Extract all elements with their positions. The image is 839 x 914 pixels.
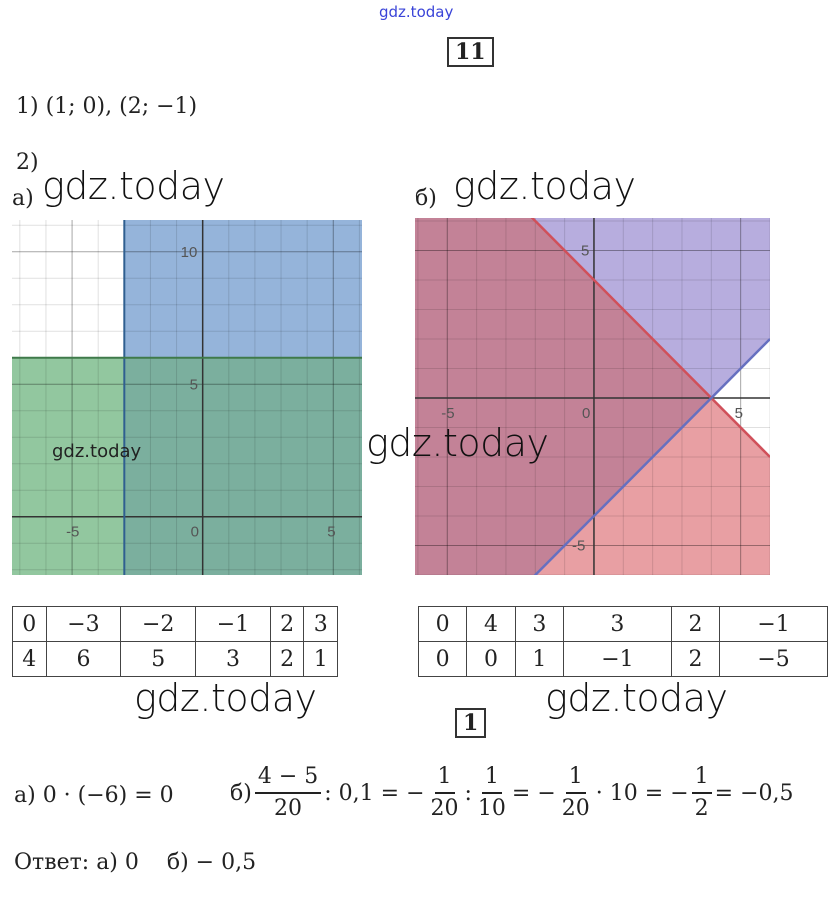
header-watermark: gdz.today [379, 3, 454, 21]
part2-label: 2) [16, 150, 39, 175]
cell: 0 [466, 641, 516, 677]
task1-b: б) 4 − 5 20 : 0,1 = − 1 20 : 1 10 = − 1 20 ·… [230, 762, 794, 824]
numerator: 1 [691, 762, 712, 794]
fraction: 1 20 [559, 762, 593, 824]
table-b: 0 4 3 3 2 −1 0 0 1 −1 2 −5 [417, 606, 828, 677]
cell: −1 [563, 641, 672, 677]
cell: −1 [195, 606, 271, 642]
x-tick-label: 5 [327, 524, 335, 541]
cell: 6 [45, 641, 122, 677]
cell: −1 [719, 606, 828, 642]
watermark: gdz.today [42, 164, 225, 208]
part1-answer: 1) (1; 0), (2; −1) [16, 94, 198, 119]
boundary-line [533, 338, 770, 575]
task-number-11: 11 [447, 37, 494, 67]
cell: 5 [120, 641, 197, 677]
task-number-1: 1 [455, 708, 487, 738]
denominator: 20 [430, 796, 459, 821]
y-tick-label: 5 [581, 242, 589, 259]
region-overlap [124, 357, 362, 575]
fraction: 1 20 [428, 762, 462, 824]
watermark: gdz.today [134, 676, 317, 720]
numerator: 4 − 5 [254, 762, 322, 794]
cell: 2 [269, 606, 305, 642]
y-tick-label: 10 [181, 244, 198, 261]
denominator: 10 [477, 796, 506, 821]
graph-b: -5 0 5 5 -5 [415, 218, 770, 575]
denominator: 20 [274, 796, 303, 821]
graph-b-label: б) [415, 186, 437, 211]
cell: 0 [417, 641, 468, 677]
x-tick-label: -5 [66, 524, 79, 541]
b-label: б) [230, 780, 252, 806]
cell: 0 [12, 606, 47, 642]
graph-a: -5 0 5 5 10 [12, 220, 362, 575]
numerator: 1 [565, 762, 586, 794]
cell: 1 [303, 641, 338, 677]
denominator: 20 [561, 796, 590, 821]
y-tick-label: -5 [572, 537, 585, 554]
answer: Ответ: а) 0 б) − 0,5 [14, 850, 257, 875]
fraction: 4 − 5 20 [254, 762, 322, 824]
expr: : [464, 780, 472, 806]
expr: : 0,1 = − [324, 780, 425, 806]
cell: −2 [120, 606, 197, 642]
cell: −3 [45, 606, 122, 642]
expr: = − [511, 780, 556, 806]
x-tick-label: 5 [735, 405, 743, 422]
region-overlap [415, 218, 712, 575]
watermark: gdz.today [545, 676, 728, 720]
denominator: 2 [694, 796, 709, 821]
numerator: 1 [481, 762, 502, 794]
x-tick-label: 0 [582, 405, 590, 422]
fraction: 1 10 [475, 762, 509, 824]
cell: 2 [670, 606, 721, 642]
table-row: 0 0 1 −1 2 −5 [417, 641, 828, 677]
cell: 1 [514, 641, 565, 677]
cell: 3 [514, 606, 565, 642]
expr: = −0,5 [714, 780, 794, 806]
y-tick-label: 5 [190, 376, 198, 393]
cell: 2 [670, 641, 721, 677]
watermark: gdz.today [366, 421, 549, 465]
x-tick-label: -5 [441, 405, 454, 422]
cell: 0 [417, 606, 468, 642]
graph-a-label: а) [12, 186, 34, 211]
cell: 3 [195, 641, 271, 677]
cell: −5 [719, 641, 828, 677]
numerator: 1 [434, 762, 455, 794]
table-row: 0 4 3 3 2 −1 [417, 606, 828, 642]
cell: 4 [466, 606, 516, 642]
cell: 3 [563, 606, 672, 642]
table-row: 0 −3 −2 −1 2 3 [12, 606, 338, 642]
cell: 4 [12, 641, 47, 677]
watermark: gdz.today [453, 164, 636, 208]
x-tick-label: 0 [191, 524, 199, 541]
watermark: gdz.today [52, 441, 142, 462]
cell: 2 [269, 641, 305, 677]
cell: 3 [303, 606, 338, 642]
expr: · 10 = − [595, 780, 689, 806]
task1-a: а) 0 · (−6) = 0 [14, 783, 174, 808]
